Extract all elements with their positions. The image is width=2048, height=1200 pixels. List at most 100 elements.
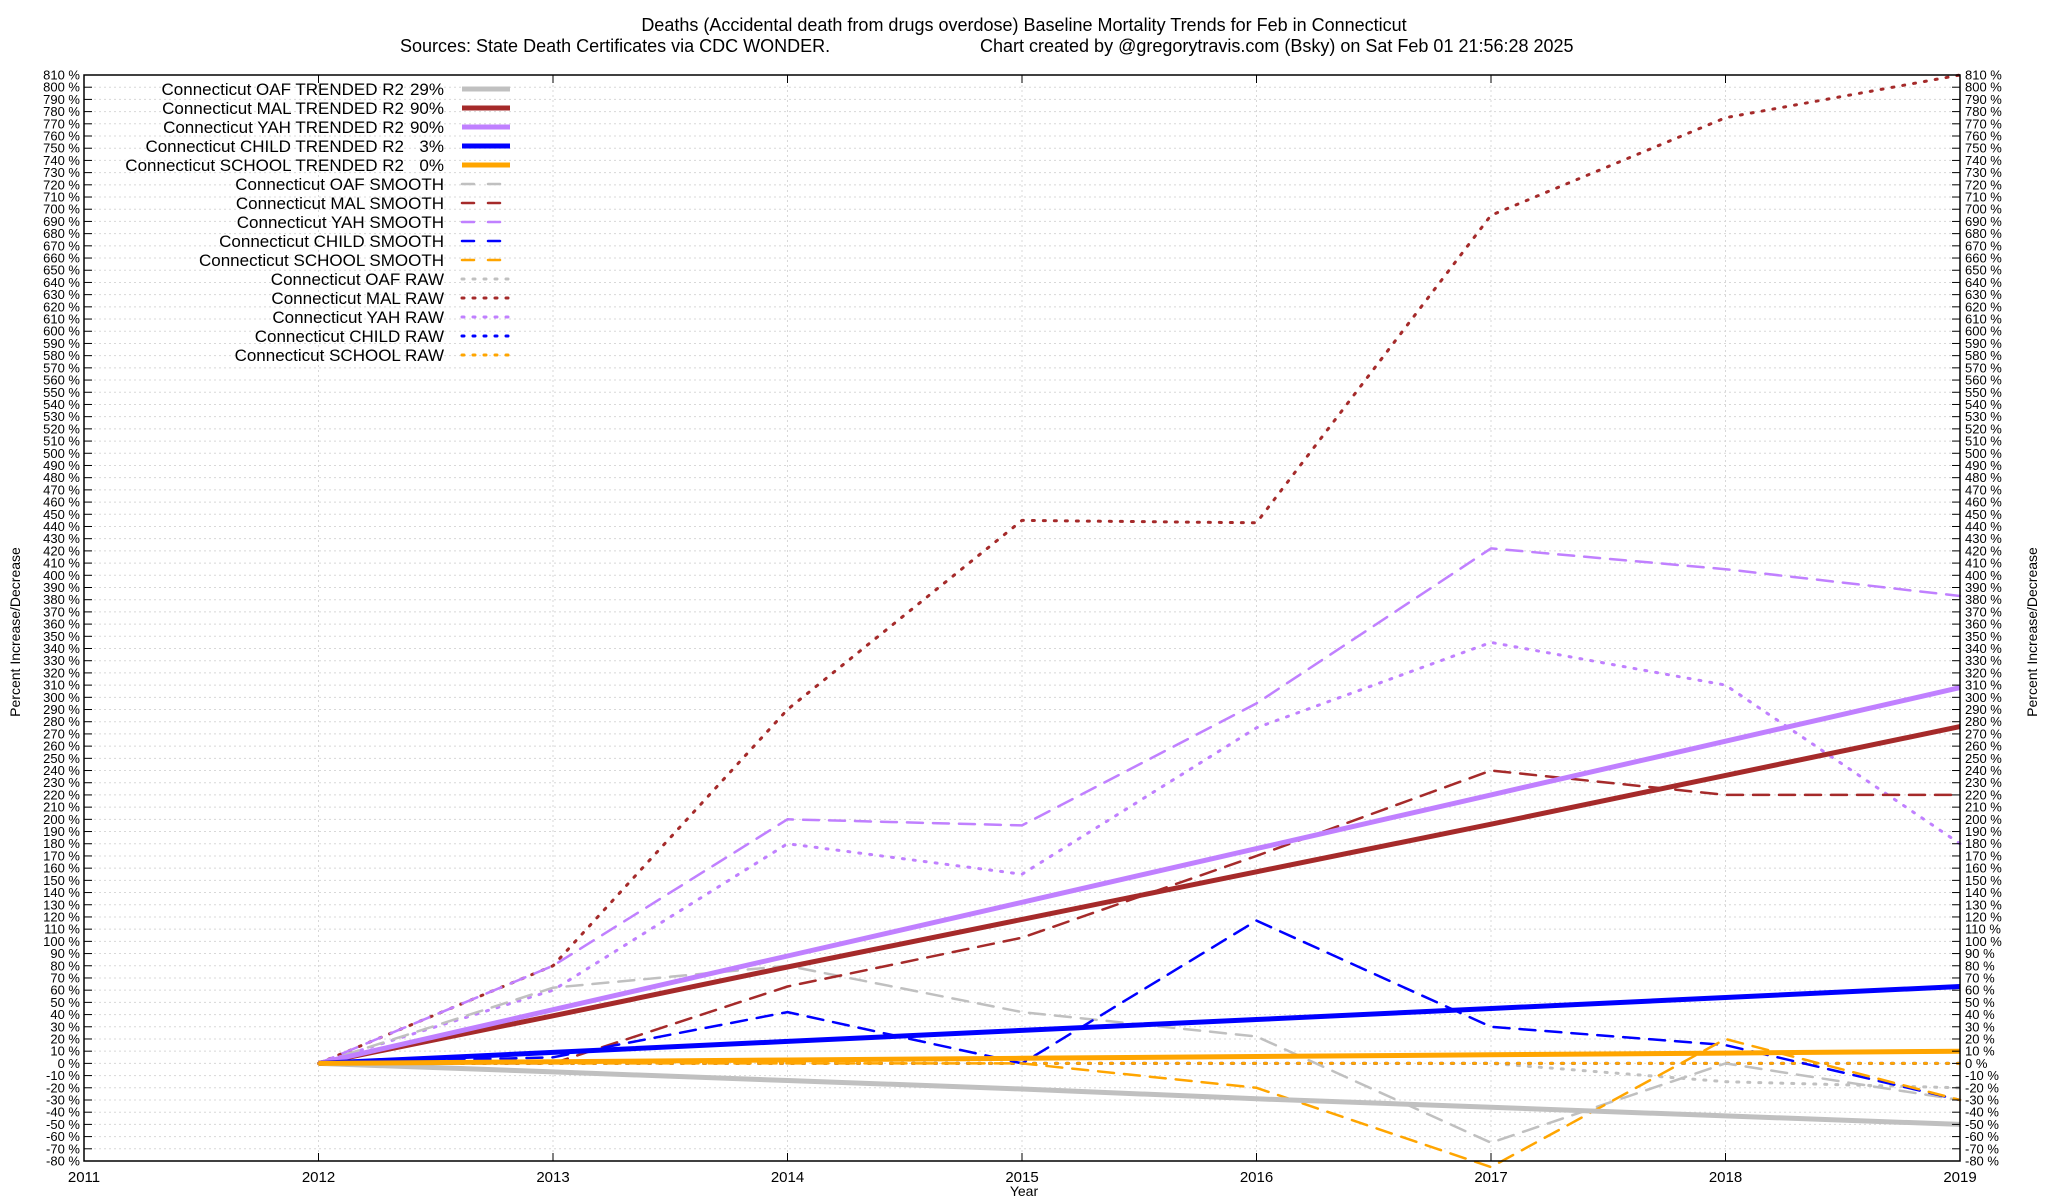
y-tick-label: 650 %: [43, 263, 80, 278]
legend-label: Connecticut MAL TRENDED R2: [162, 99, 404, 118]
x-tick-label: 2016: [1240, 1169, 1273, 1186]
y-tick-label-right: 60 %: [1965, 983, 1995, 998]
y-tick-label-right: -80 %: [1965, 1154, 1999, 1169]
y-tick-label-right: 300 %: [1965, 690, 2002, 705]
series-line-3: [318, 984, 1961, 1066]
y-tick-label: 290 %: [43, 702, 80, 717]
y-tick-label-right: 510 %: [1965, 434, 2002, 449]
y-tick-label: 720 %: [43, 177, 80, 192]
legend-label: Connecticut YAH TRENDED R2: [163, 118, 404, 137]
y-tick-label-right: -10 %: [1965, 1068, 1999, 1083]
y-tick-label-right: -50 %: [1965, 1117, 1999, 1132]
y-tick-label: 420 %: [43, 543, 80, 558]
y-tick-label: 140 %: [43, 885, 80, 900]
y-tick-label: 760 %: [43, 129, 80, 144]
y-tick-label: 480 %: [43, 470, 80, 485]
y-tick-label-right: 580 %: [1965, 348, 2002, 363]
y-tick-label-right: -70 %: [1965, 1141, 1999, 1156]
y-tick-label-right: 290 %: [1965, 702, 2002, 717]
y-tick-label-right: 530 %: [1965, 409, 2002, 424]
y-tick-label-right: 800 %: [1965, 80, 2002, 95]
y-tick-label: 70 %: [50, 970, 80, 985]
y-tick-label: 490 %: [43, 458, 80, 473]
legend-label: Connecticut CHILD SMOOTH: [219, 232, 444, 251]
y-tick-label: 30 %: [50, 1019, 80, 1034]
y-tick-label-right: 450 %: [1965, 507, 2002, 522]
y-tick-label-right: 520 %: [1965, 421, 2002, 436]
y-tick-label-right: 790 %: [1965, 92, 2002, 107]
y-tick-label-right: 80 %: [1965, 958, 1995, 973]
y-tick-label-right: 410 %: [1965, 556, 2002, 571]
y-tick-label: 430 %: [43, 531, 80, 546]
y-tick-label-right: 490 %: [1965, 458, 2002, 473]
y-tick-label-right: 200 %: [1965, 812, 2002, 827]
y-tick-label-right: 590 %: [1965, 336, 2002, 351]
y-tick-label: -50 %: [46, 1117, 80, 1132]
y-tick-label-right: 340 %: [1965, 641, 2002, 656]
y-tick-label-right: 130 %: [1965, 897, 2002, 912]
x-tick-label: 2019: [1943, 1169, 1976, 1186]
y-tick-label: 680 %: [43, 226, 80, 241]
legend-r2: 0%: [419, 156, 444, 175]
y-tick-label: 620 %: [43, 299, 80, 314]
x-tick-label: 2014: [771, 1169, 804, 1186]
y-tick-label-right: 280 %: [1965, 714, 2002, 729]
y-tick-label-right: 70 %: [1965, 970, 1995, 985]
y-tick-label-right: 570 %: [1965, 360, 2002, 375]
y-tick-label-right: 670 %: [1965, 238, 2002, 253]
y-tick-label: 630 %: [43, 287, 80, 302]
y-tick-label: 670 %: [43, 238, 80, 253]
y-tick-label-right: -20 %: [1965, 1080, 1999, 1095]
y-tick-label-right: 470 %: [1965, 482, 2002, 497]
y-tick-label-right: 360 %: [1965, 617, 2002, 632]
y-tick-label: 570 %: [43, 360, 80, 375]
y-tick-label: 150 %: [43, 873, 80, 888]
legend-r2: 90%: [410, 118, 444, 137]
y-tick-label-right: 10 %: [1965, 1044, 1995, 1059]
y-tick-label-right: 250 %: [1965, 751, 2002, 766]
y-tick-label: 510 %: [43, 434, 80, 449]
y-tick-label: 710 %: [43, 190, 80, 205]
y-tick-label-right: 650 %: [1965, 263, 2002, 278]
y-tick-label-right: 190 %: [1965, 824, 2002, 839]
y-tick-label: 370 %: [43, 604, 80, 619]
y-tick-label: 270 %: [43, 726, 80, 741]
x-tick-label: 2015: [1005, 1169, 1038, 1186]
y-tick-label: 330 %: [43, 653, 80, 668]
y-tick-label: 40 %: [50, 1007, 80, 1022]
y-tick-label: 730 %: [43, 165, 80, 180]
y-tick-label: 700 %: [43, 202, 80, 217]
y-tick-label: 470 %: [43, 482, 80, 497]
y-tick-label: 540 %: [43, 397, 80, 412]
y-tick-label-right: 680 %: [1965, 226, 2002, 241]
y-tick-label-right: 240 %: [1965, 763, 2002, 778]
x-axis-label: Year: [1010, 1183, 1039, 1199]
y-tick-label: 320 %: [43, 665, 80, 680]
y-tick-label-right: 780 %: [1965, 104, 2002, 119]
y-tick-label-right: 320 %: [1965, 665, 2002, 680]
y-tick-label: 390 %: [43, 580, 80, 595]
y-tick-label-right: 120 %: [1965, 909, 2002, 924]
legend-label: Connecticut CHILD TRENDED R2: [145, 137, 404, 156]
y-tick-label: 310 %: [43, 678, 80, 693]
y-tick-label-right: 230 %: [1965, 775, 2002, 790]
y-tick-label-right: 740 %: [1965, 153, 2002, 168]
legend-r2: 29%: [410, 80, 444, 99]
y-tick-label: 20 %: [50, 1031, 80, 1046]
y-tick-label-right: 0 %: [1965, 1056, 1988, 1071]
y-tick-label: 530 %: [43, 409, 80, 424]
y-tick-label-right: 610 %: [1965, 312, 2002, 327]
y-tick-label-right: 350 %: [1965, 629, 2002, 644]
y-tick-label-right: 440 %: [1965, 519, 2002, 534]
legend-label: Connecticut YAH SMOOTH: [237, 213, 444, 232]
y-tick-label: 220 %: [43, 787, 80, 802]
y-tick-label: 780 %: [43, 104, 80, 119]
y-tick-label-right: 260 %: [1965, 739, 2002, 754]
y-tick-label: 660 %: [43, 251, 80, 266]
y-tick-label-right: 760 %: [1965, 129, 2002, 144]
y-axis-label: Percent Increase/Decrease: [7, 547, 23, 717]
legend-label: Connecticut CHILD RAW: [255, 327, 444, 346]
legend-label: Connecticut MAL SMOOTH: [236, 194, 444, 213]
y-tick-label-right: 420 %: [1965, 543, 2002, 558]
